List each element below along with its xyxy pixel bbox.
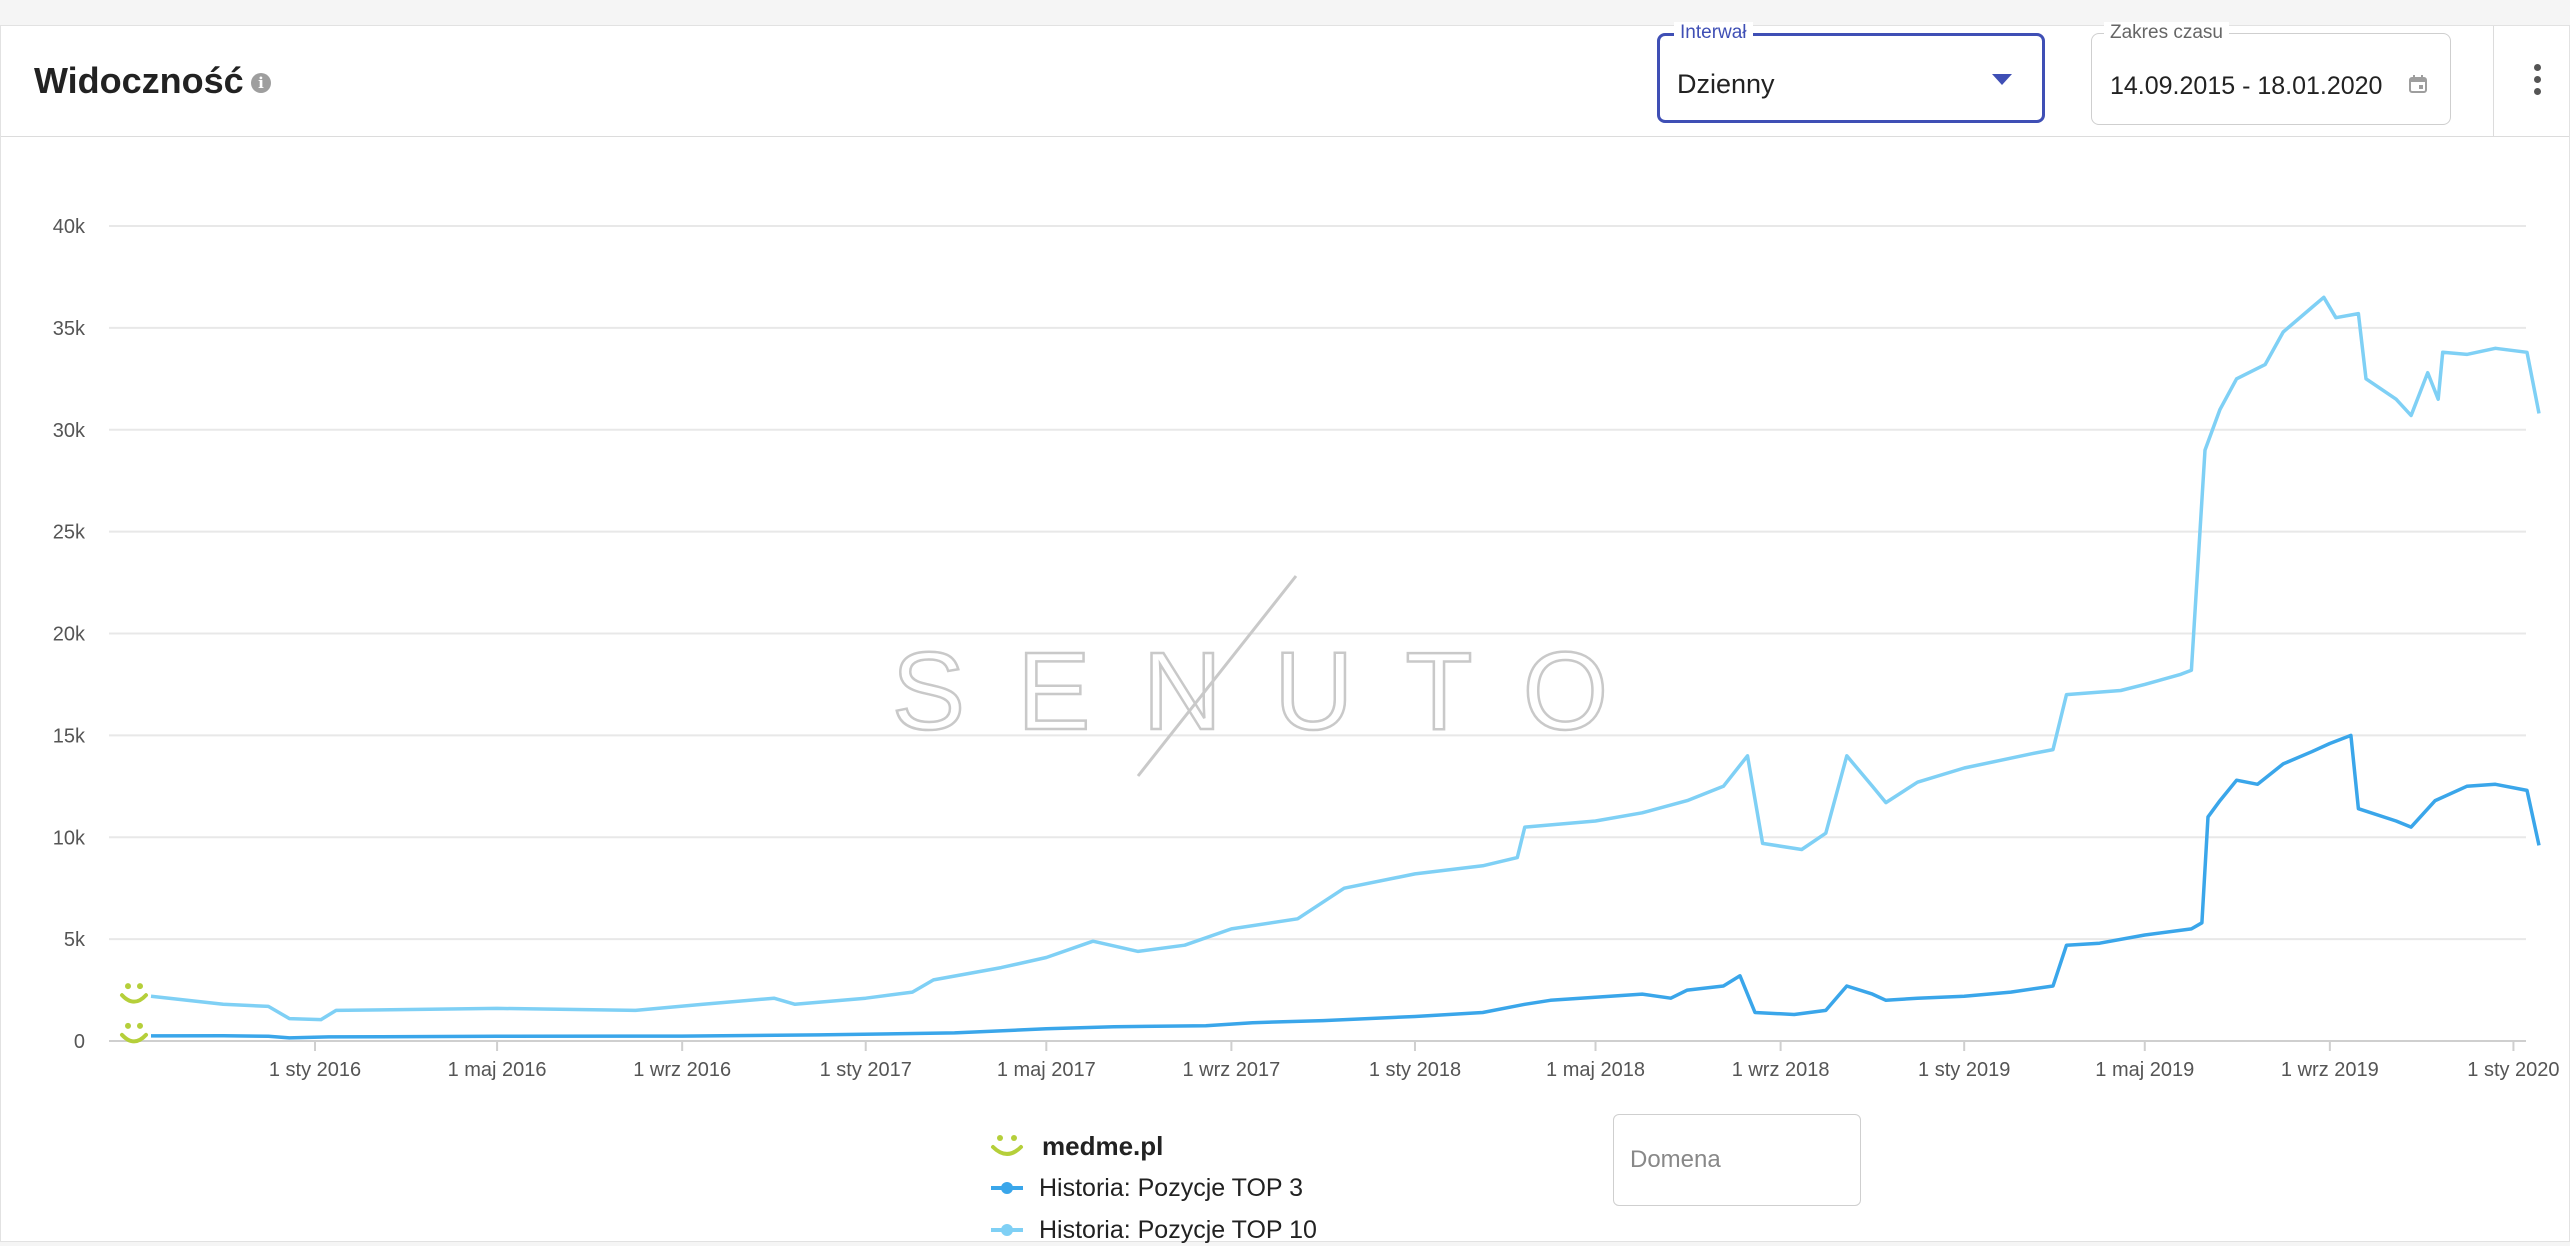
smiley-icon [120, 1022, 148, 1044]
x-tick-label: 1 wrz 2019 [2281, 1059, 2379, 1081]
domain-input[interactable] [1613, 1114, 1861, 1206]
x-tick-label: 1 sty 2016 [269, 1059, 361, 1081]
more-options-icon[interactable] [2531, 64, 2543, 104]
page-title: Widoczność [34, 60, 244, 101]
series-line-top10 [150, 295, 2541, 1022]
date-range-field[interactable]: Zakres czasu 14.09.2015 - 18.01.2020 [2091, 22, 2451, 125]
legend-site-name: medme.pl [1042, 1131, 1164, 1161]
y-tick-label: 20k [53, 624, 86, 646]
x-tick-label: 1 maj 2016 [448, 1059, 547, 1081]
x-tick-label: 1 sty 2020 [2467, 1059, 2559, 1081]
visibility-chart: SENUTO 0 5k 10k 15k 20k 25k 30k 35k 40k 1 sty 20… [53, 216, 2560, 1081]
info-icon[interactable]: i [251, 73, 271, 93]
smiley-icon [120, 983, 148, 1004]
visibility-card: Widoczność i Interwał Dzienny Zakres cza… [0, 22, 2570, 1244]
chevron-down-icon [1992, 74, 2012, 85]
series-line-top3 [150, 733, 2541, 1040]
legend-line-icon [991, 1224, 1023, 1236]
y-tick-label: 30k [53, 420, 86, 442]
y-tick-label: 0 [74, 1031, 85, 1053]
y-tick-label: 10k [53, 827, 86, 849]
legend-label-top10: Historia: Pozycje TOP 10 [1039, 1216, 1317, 1244]
y-tick-label: 15k [53, 725, 86, 747]
legend-site: medme.pl [989, 1131, 1163, 1168]
x-tick-label: 1 wrz 2018 [1732, 1059, 1830, 1081]
y-tick-label: 35k [53, 318, 86, 340]
x-tick-label: 1 sty 2019 [1918, 1059, 2010, 1081]
watermark-text: SENUTO [892, 630, 1660, 753]
y-tick-label: 25k [53, 522, 86, 544]
interval-label: Interwał [1674, 22, 1753, 44]
header-divider [2493, 26, 2494, 136]
calendar-icon[interactable] [2408, 74, 2428, 94]
date-range-value: 14.09.2015 - 18.01.2020 [2110, 72, 2383, 100]
x-tick-label: 1 sty 2017 [820, 1059, 912, 1081]
interval-value: Dzienny [1677, 69, 1775, 99]
interval-select[interactable]: Interwał Dzienny [1657, 22, 2045, 123]
x-tick-label: 1 wrz 2016 [633, 1059, 731, 1081]
legend-line-icon [991, 1182, 1023, 1194]
x-tick-label: 1 maj 2017 [997, 1059, 1096, 1081]
y-tick-label: 5k [64, 929, 86, 951]
y-tick-label: 40k [53, 216, 86, 238]
senuto-watermark: SENUTO [891, 575, 1660, 777]
x-tick-label: 1 maj 2019 [2095, 1059, 2194, 1081]
x-tick-label: 1 sty 2018 [1369, 1059, 1461, 1081]
legend-label-top3: Historia: Pozycje TOP 3 [1039, 1174, 1304, 1202]
x-tick-label: 1 wrz 2017 [1182, 1059, 1280, 1081]
x-tick-label: 1 maj 2018 [1546, 1059, 1645, 1081]
smiley-icon [991, 1135, 1023, 1156]
date-range-label: Zakres czasu [2104, 22, 2229, 44]
card-header: Widoczność i Interwał Dzienny Zakres cza… [1, 22, 2569, 137]
